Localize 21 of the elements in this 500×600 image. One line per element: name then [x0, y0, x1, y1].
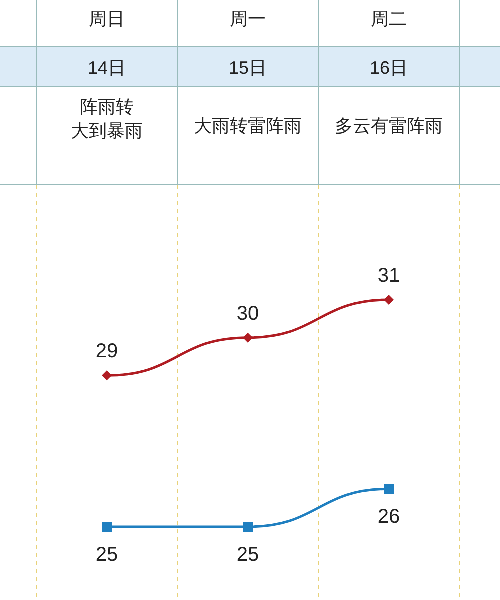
point [384, 295, 394, 305]
data-label: 30 [236, 302, 260, 325]
text: 大雨转雷阵雨 [194, 116, 302, 136]
data-label: 29 [96, 340, 118, 363]
point [384, 484, 394, 494]
data-label: 26 [378, 506, 400, 528]
point [102, 522, 112, 532]
x-tick-label: 周一 [230, 9, 266, 29]
text: 阵雨转大到暴雨 [71, 97, 143, 141]
data-label: 25 [96, 544, 118, 566]
data-label: 31 [378, 265, 400, 287]
text: 15日 [228, 58, 268, 78]
x-tick-label: 周二 [371, 9, 407, 29]
text: 16日 [370, 58, 408, 78]
point [243, 332, 253, 343]
x-tick-label: 周日 [89, 9, 125, 29]
text: 多云有雷阵雨 [335, 116, 443, 136]
point [243, 522, 253, 532]
data-label: 25 [236, 544, 260, 566]
text: 14日 [88, 58, 126, 78]
point [102, 370, 112, 381]
